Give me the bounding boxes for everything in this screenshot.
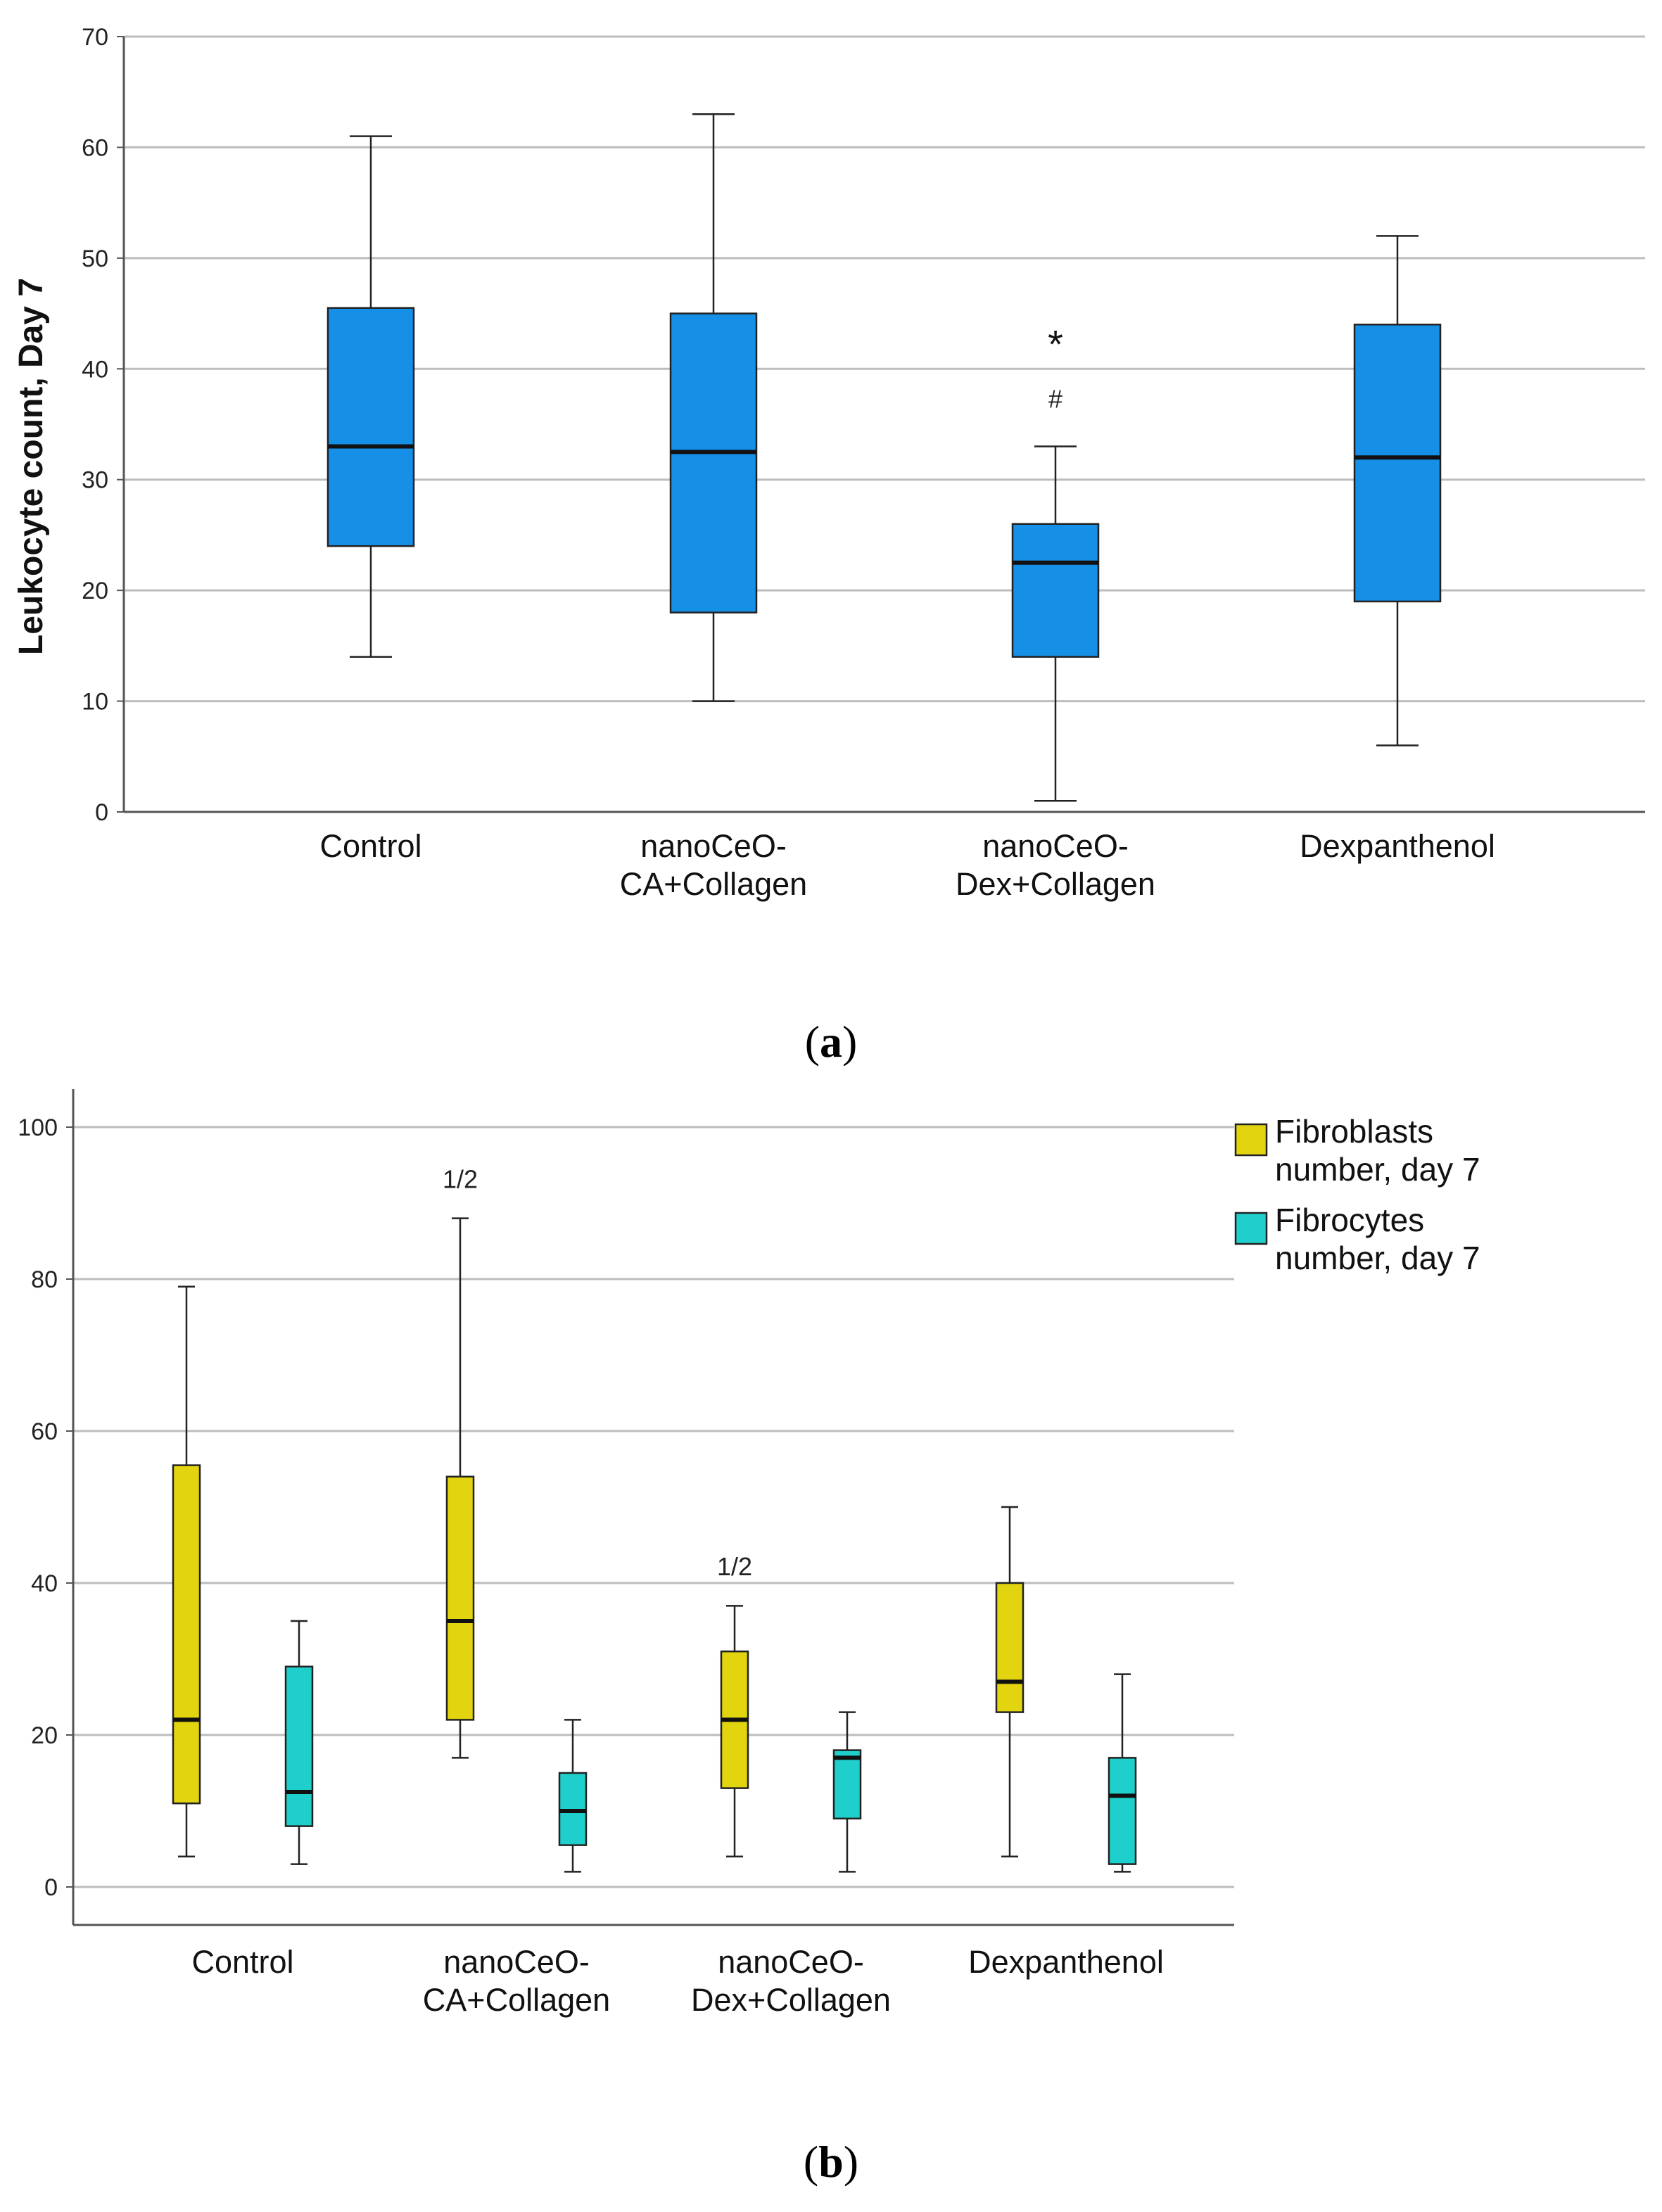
category-label: Control <box>319 828 421 864</box>
box-iqr <box>445 1475 475 1721</box>
panel-label: (a) <box>805 1017 858 1067</box>
y-tick-label: 0 <box>44 1874 58 1901</box>
legend-label: Fibrocytes <box>1275 1202 1424 1238</box>
category-label: nanoCeO- <box>982 828 1129 864</box>
legend-label-line2: number, day 7 <box>1275 1151 1480 1188</box>
box-plot-1-0 <box>284 1620 314 1865</box>
legend-label: Fibroblasts <box>1275 1113 1433 1150</box>
annotation-mark: * <box>1048 322 1063 367</box>
box-iqr <box>995 1582 1025 1713</box>
y-tick-label: 50 <box>82 246 108 272</box>
category-label: nanoCeO- <box>443 1944 590 1980</box>
box-iqr <box>832 1749 862 1820</box>
box-plot-0-0 <box>172 1285 201 1858</box>
y-tick-label: 20 <box>82 578 108 604</box>
category-label: nanoCeO- <box>640 828 787 864</box>
box-plot-0-3 <box>1353 235 1442 746</box>
y-tick-label: 30 <box>82 467 108 494</box>
box-plot-0-1 <box>669 113 758 702</box>
box-plot-0-0 <box>326 135 415 658</box>
y-tick-label: 80 <box>31 1266 58 1293</box>
panel-label: (b) <box>804 2137 858 2187</box>
category-label: Dexpanthenol <box>1300 828 1495 864</box>
chart-panel-a: 0 10 20 30 40 50 60 70 Leukocyte count, Day 7 Con… <box>13 24 1645 1067</box>
y-tick-label: 70 <box>82 24 108 51</box>
y-tick-label: 60 <box>31 1418 58 1445</box>
box-plot-0-2 <box>1011 445 1100 802</box>
box-plot-1-3 <box>1108 1673 1137 1873</box>
legend-swatch <box>1234 1212 1268 1245</box>
category-label-line2: CA+Collagen <box>620 866 807 902</box>
box-iqr <box>284 1665 314 1827</box>
box-iqr <box>1353 324 1442 603</box>
y-tick-label: 40 <box>82 356 108 383</box>
box-iqr <box>172 1464 201 1805</box>
category-label: Control <box>191 1944 293 1980</box>
box-plot-0-3 <box>995 1506 1025 1858</box>
category-label: nanoCeO- <box>718 1944 864 1980</box>
annotation-mark: 1/2 <box>443 1164 478 1193</box>
legend-swatch <box>1234 1123 1268 1157</box>
y-tick-label: 60 <box>82 134 108 161</box>
y-axis-label: Leukocyte count, Day 7 <box>13 278 50 655</box>
y-tick-label: 100 <box>18 1114 58 1141</box>
box-plot-1-2 <box>832 1711 862 1873</box>
box-iqr <box>669 312 758 614</box>
y-tick-label: 20 <box>31 1722 58 1749</box>
y-tick-label: 0 <box>95 799 108 826</box>
box-iqr <box>1108 1757 1137 1865</box>
box-iqr <box>326 307 415 547</box>
legend-label-line2: number, day 7 <box>1275 1240 1480 1276</box>
category-label-line2: Dex+Collagen <box>691 1982 891 2018</box>
y-tick-label: 10 <box>82 689 108 716</box>
annotation-mark: 1/2 <box>717 1552 752 1581</box>
box-plot-1-1 <box>558 1719 588 1873</box>
category-label: Dexpanthenol <box>968 1944 1164 1980</box>
annotation-mark: # <box>1048 384 1062 413</box>
box-iqr <box>1011 523 1100 658</box>
box-plot-0-1 <box>445 1217 475 1759</box>
category-label-line2: Dex+Collagen <box>956 866 1155 902</box>
category-label-line2: CA+Collagen <box>423 1982 610 2018</box>
box-plot-0-2 <box>720 1605 749 1858</box>
y-tick-label: 40 <box>31 1570 58 1597</box>
